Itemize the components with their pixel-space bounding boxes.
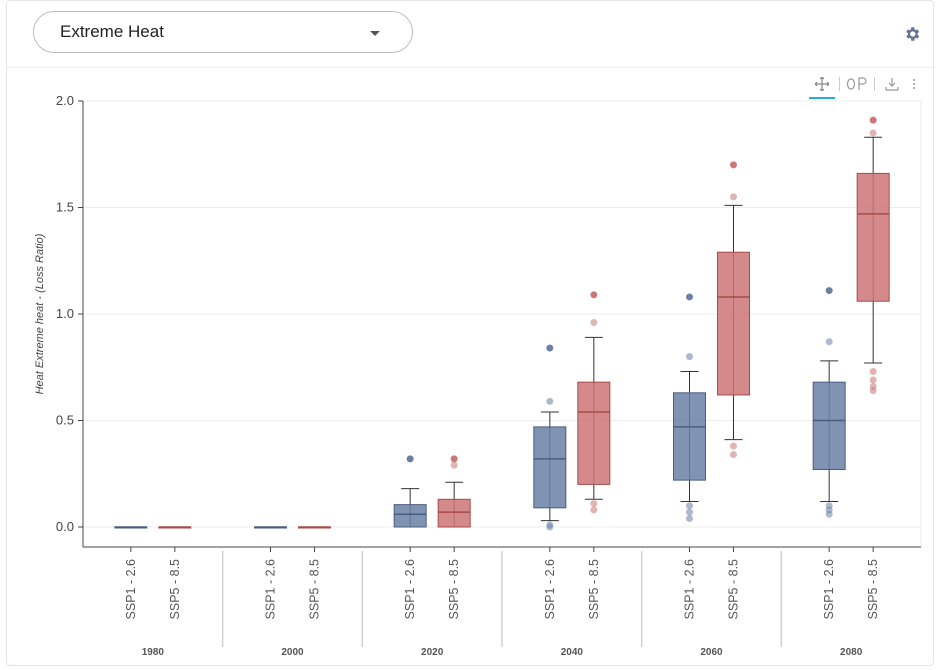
outlier-point [730, 161, 737, 169]
outlier-point [590, 506, 598, 514]
outlier-point [869, 387, 877, 395]
x-tick-label: SSP1 - 2.6 [683, 559, 697, 619]
outlier-point [869, 376, 877, 384]
outlier-point [590, 319, 598, 327]
toolbar-divider [874, 77, 875, 91]
outlier-point [869, 129, 877, 137]
y-tick-label: 0.5 [56, 413, 74, 428]
box [577, 381, 611, 485]
x-tick-label: SSP5 - 8.5 [447, 559, 461, 619]
outlier-point [686, 514, 693, 522]
toolbar-divider [839, 77, 840, 91]
group-label: 2040 [561, 647, 584, 658]
y-tick-label: 1.0 [56, 306, 74, 321]
x-tick-label: SSP1 - 2.6 [124, 559, 138, 619]
outlier-point [825, 287, 833, 295]
outlier-point [590, 500, 598, 508]
plot-area [82, 100, 922, 548]
chart-card: Extreme Heat 0.0 0.5 1.0 1.5 2.0 Heat Extreme… [6, 0, 934, 666]
group-label: 1980 [142, 647, 165, 658]
group-label: 2020 [421, 647, 444, 658]
outlier-point [730, 442, 737, 450]
card-header: Extreme Heat [7, 1, 933, 68]
y-axis-label: Heat Extreme heat - (Loss Ratio) [34, 233, 46, 394]
outlier-point [869, 116, 877, 124]
outlier-point [546, 344, 554, 352]
outlier-point [590, 291, 598, 299]
outlier-point [730, 451, 737, 459]
outlier-point [450, 461, 458, 469]
y-tick-label: 0.0 [56, 519, 74, 534]
more-icon[interactable] [909, 73, 919, 95]
x-tick-label: SSP1 - 2.6 [822, 559, 836, 619]
group-label: 2000 [281, 647, 304, 658]
outlier-point [686, 502, 693, 510]
box [393, 504, 427, 528]
y-tick-label: 2.0 [56, 93, 74, 108]
outlier-point [546, 523, 554, 531]
x-tick-label: SSP5 - 8.5 [727, 559, 741, 619]
group-label: 2060 [700, 647, 723, 658]
outlier-point [825, 510, 833, 518]
plot-toolbar [809, 71, 919, 99]
box [812, 381, 846, 470]
box [856, 172, 890, 302]
outlier-point [686, 353, 693, 361]
outlier-point [825, 338, 833, 346]
boxplot-chart: 0.0 0.5 1.0 1.5 2.0 Heat Extreme heat - (Loss… [34, 93, 922, 658]
download-icon[interactable] [879, 73, 905, 95]
x-tick-label: SSP1 - 2.6 [403, 559, 417, 619]
hazard-dropdown[interactable]: Extreme Heat [33, 11, 413, 53]
x-tick-label: SSP5 - 8.5 [168, 559, 182, 619]
outlier-point [730, 193, 737, 201]
outlier-point [406, 455, 414, 463]
x-tick-label: SSP5 - 8.5 [866, 559, 880, 619]
x-tick-label: SSP5 - 8.5 [308, 559, 322, 619]
box [673, 392, 706, 481]
move-icon[interactable] [809, 73, 835, 99]
outlier-point [869, 368, 877, 376]
outlier-point [686, 293, 693, 301]
x-tick-label: SSP1 - 2.6 [543, 559, 557, 619]
hazard-dropdown-value: Extreme Heat [60, 22, 164, 41]
outlier-point [450, 455, 458, 463]
x-tick-label: SSP5 - 8.5 [587, 559, 601, 619]
outlier-point [686, 508, 693, 516]
x-tick-label: SSP1 - 2.6 [264, 559, 278, 619]
outlier-point [546, 397, 554, 405]
y-tick-label: 1.5 [56, 200, 74, 215]
group-label: 2080 [840, 647, 863, 658]
box-zoom-icon[interactable] [844, 73, 870, 95]
gear-icon[interactable] [903, 25, 921, 43]
chevron-down-icon [370, 31, 380, 36]
box [437, 498, 471, 528]
box [533, 426, 567, 509]
box [717, 251, 750, 396]
